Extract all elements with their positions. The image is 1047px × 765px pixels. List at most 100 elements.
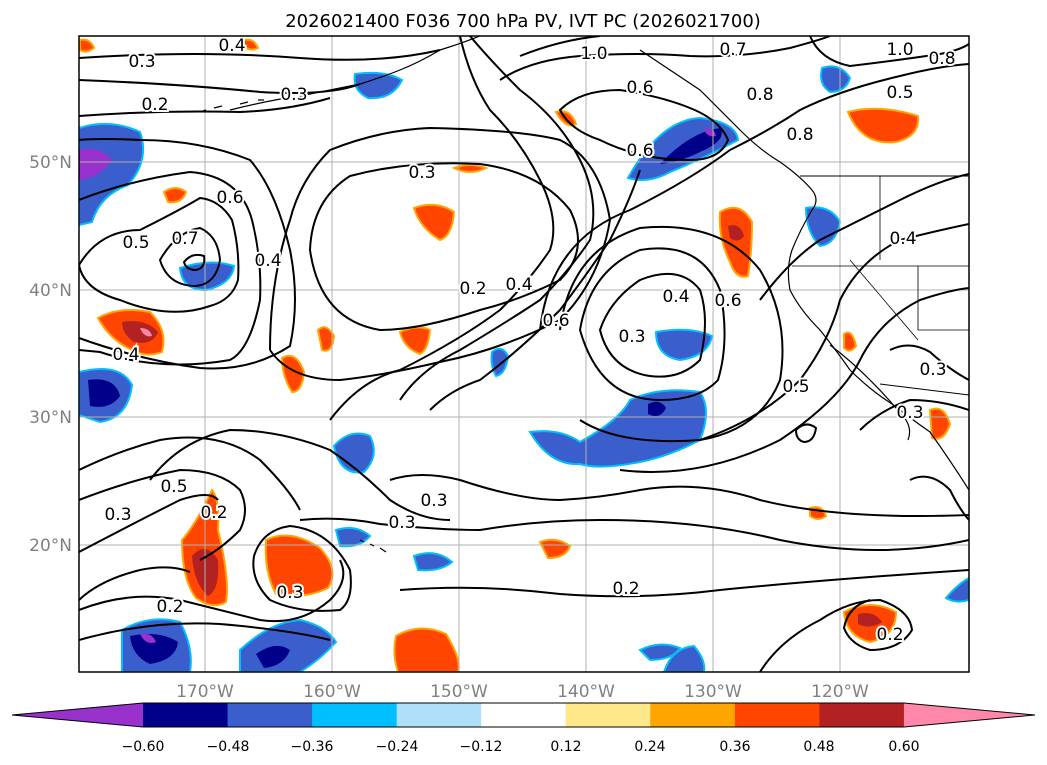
pv-positive-area bbox=[393, 627, 460, 672]
contour-label: 0.5 bbox=[782, 377, 809, 397]
graticule bbox=[79, 36, 969, 672]
colorbar-swatch bbox=[481, 703, 567, 727]
colorbar-tick-label: −0.24 bbox=[376, 739, 419, 755]
lat-label: 50°N bbox=[29, 153, 72, 173]
lon-label: 150°W bbox=[430, 682, 488, 702]
map-background bbox=[79, 36, 969, 672]
colorbar bbox=[11, 702, 1036, 728]
contour-line bbox=[519, 36, 601, 57]
map-title: 2026021400 F036 700 hPa PV, IVT PC (2026… bbox=[285, 11, 761, 32]
contour-label: 0.5 bbox=[160, 477, 187, 497]
contour-line bbox=[299, 517, 969, 551]
contour-label: 0.2 bbox=[612, 579, 639, 599]
colorbar-swatch bbox=[819, 703, 905, 727]
contour-label: 0.6 bbox=[626, 141, 653, 161]
pv-negative-area bbox=[79, 122, 144, 227]
map-panel: 0.4 0.3 0.2 0.3 1.0 0.7 1.0 0.8 0.5 0.8 0.6 0.8 0.6 0… bbox=[78, 35, 970, 673]
contour-line bbox=[79, 97, 331, 117]
lon-label: 140°W bbox=[557, 682, 615, 702]
contour-line bbox=[79, 196, 240, 313]
state-border bbox=[792, 176, 969, 341]
contour-label: 0.6 bbox=[216, 188, 243, 208]
contour-label: 1.0 bbox=[886, 40, 913, 60]
colorbar-swatch bbox=[396, 703, 482, 727]
pv-negative-area bbox=[256, 645, 290, 668]
contour-line bbox=[794, 423, 818, 444]
contour-line bbox=[429, 169, 641, 411]
colorbar-extend-high bbox=[903, 703, 1035, 727]
pv-negative-area bbox=[140, 633, 156, 643]
pv-positive-area bbox=[858, 613, 882, 627]
lat-axis-labels: 50°N 40°N 30°N 20°N bbox=[29, 153, 72, 556]
colorbar-tick-label: −0.12 bbox=[460, 739, 503, 755]
contour-label: 0.4 bbox=[889, 229, 916, 249]
us-mexico-border bbox=[879, 383, 969, 396]
pv-negative-area bbox=[490, 347, 510, 378]
pv-positive-area bbox=[316, 326, 336, 352]
pv-positive-area bbox=[122, 321, 158, 343]
contour-labels: 0.4 0.3 0.2 0.3 1.0 0.7 1.0 0.8 0.5 0.8 0.6 0.8 0.6 0… bbox=[102, 36, 957, 647]
colorbar-outline bbox=[11, 702, 1036, 728]
contour-label: 0.4 bbox=[112, 345, 139, 365]
baja-california bbox=[829, 344, 911, 441]
contour-line bbox=[619, 287, 969, 473]
pv-negative-area bbox=[353, 71, 404, 100]
lat-label: 20°N bbox=[29, 536, 72, 556]
contour-line bbox=[79, 494, 219, 553]
contour-line bbox=[598, 273, 706, 378]
pv-positive-area bbox=[728, 225, 744, 241]
colorbar-tick-label: −0.48 bbox=[207, 739, 250, 755]
contour-line bbox=[329, 36, 555, 421]
pv-negative-area bbox=[79, 148, 112, 180]
pv-positive-area bbox=[264, 534, 334, 597]
contour-line bbox=[559, 225, 784, 443]
contour-line bbox=[699, 223, 969, 441]
pv-negative-area bbox=[88, 379, 120, 407]
colorbar-swatch bbox=[734, 703, 820, 727]
lon-label: 130°W bbox=[684, 682, 742, 702]
colorbar-tick-label: 0.60 bbox=[888, 739, 919, 755]
colorbar-tick-label: 0.12 bbox=[550, 739, 581, 755]
colorbar-tick-labels: −0.60 −0.48 −0.36 −0.24 −0.12 0.12 0.24 … bbox=[122, 739, 920, 755]
contour-line bbox=[79, 170, 262, 366]
lon-label: 120°W bbox=[811, 682, 869, 702]
colorbar-tick-label: −0.60 bbox=[122, 739, 165, 755]
contour-line bbox=[859, 398, 969, 431]
contour-line bbox=[759, 173, 969, 301]
pv-negative-area bbox=[660, 128, 722, 164]
contour-line bbox=[149, 428, 451, 521]
pv-negative-area bbox=[944, 576, 969, 603]
contour-line bbox=[79, 49, 441, 61]
pv-negative-area bbox=[130, 634, 178, 664]
map-frame bbox=[78, 35, 970, 673]
contour-line bbox=[759, 598, 914, 672]
contour-line bbox=[252, 524, 352, 612]
contour-label: 0.3 bbox=[388, 513, 415, 533]
contour-label: 0.4 bbox=[218, 36, 245, 56]
contour-line bbox=[182, 253, 206, 272]
contour-line bbox=[889, 344, 969, 381]
contour-line bbox=[399, 36, 595, 401]
pv-positive-area bbox=[79, 38, 96, 53]
pv-positive-area bbox=[412, 203, 456, 242]
contour-label: 0.2 bbox=[141, 95, 168, 115]
contour-line bbox=[79, 622, 331, 641]
contour-label: 1.0 bbox=[580, 44, 607, 64]
pv-negative-area bbox=[334, 527, 372, 548]
contour-line bbox=[499, 36, 831, 81]
colorbar-swatch bbox=[143, 703, 229, 727]
contour-line bbox=[399, 569, 969, 598]
contour-label: 0.8 bbox=[928, 49, 955, 69]
contour-line bbox=[909, 475, 969, 521]
colorbar-swatch bbox=[227, 703, 313, 727]
pv-negative-area bbox=[820, 65, 852, 94]
contour-line bbox=[79, 566, 191, 601]
contour-label: 0.6 bbox=[714, 291, 741, 311]
pv-positive-area bbox=[718, 206, 754, 278]
north-america-west-coast bbox=[787, 209, 969, 491]
contour-label: 0.2 bbox=[156, 597, 183, 617]
contour-line bbox=[79, 559, 345, 623]
contour-label: 0.7 bbox=[171, 229, 198, 249]
contour-label: 0.8 bbox=[746, 85, 773, 105]
pv-positive-area bbox=[928, 407, 952, 440]
